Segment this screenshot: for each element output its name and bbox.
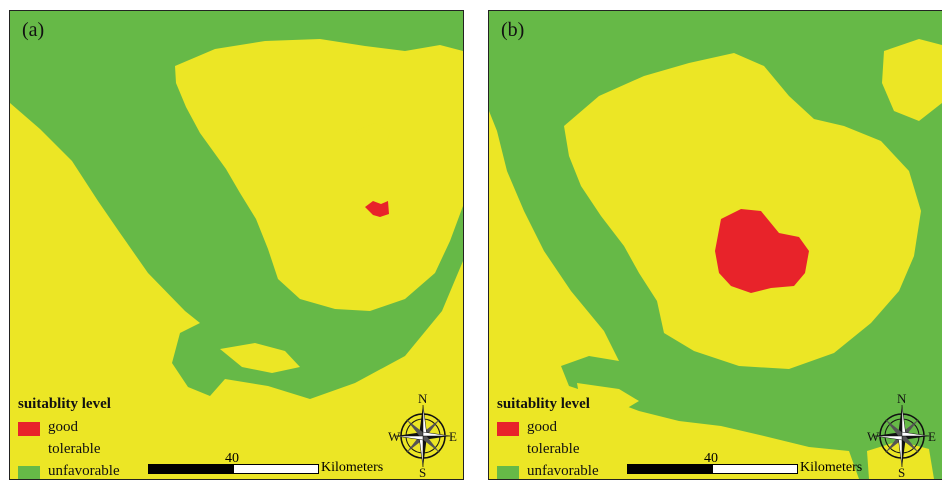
scale-segment-white — [712, 464, 798, 474]
legend-swatch-good — [18, 422, 40, 436]
suitability-map-b — [489, 11, 942, 479]
legend-label: good — [527, 419, 557, 435]
compass-north: N — [418, 391, 428, 406]
good-zone — [715, 209, 809, 293]
legend-title: suitablity level — [497, 396, 590, 412]
map-panel-a: (a) suitablity level good tolerable unfa… — [9, 10, 464, 480]
compass-east: E — [449, 429, 457, 444]
legend-swatch-unfavorable — [18, 466, 40, 479]
scale-value: 40 — [225, 451, 239, 466]
scale-unit: Kilometers — [321, 460, 384, 475]
legend-item-unfavorable: unfavorable — [497, 463, 599, 479]
tolerable-north-patch — [882, 39, 942, 121]
north-arrow-compass: N S W E — [867, 391, 937, 480]
legend-item-tolerable: tolerable — [18, 441, 111, 463]
legend-item-unfavorable: unfavorable — [18, 463, 120, 479]
compass-west: W — [388, 429, 401, 444]
compass-north: N — [897, 391, 907, 406]
legend-swatch-tolerable — [18, 444, 40, 458]
panel-label: (a) — [22, 19, 45, 41]
compass-west: W — [867, 429, 880, 444]
tolerable-southeast-patch — [867, 441, 934, 479]
legend-item-good: good — [18, 419, 111, 441]
scale-unit: Kilometers — [800, 460, 863, 475]
map-panel-b: (b) suitablity level good tolerable unfa… — [488, 10, 942, 480]
panel-label: (b) — [501, 19, 525, 41]
legend: suitablity level good tolerable unfavora… — [18, 396, 120, 479]
legend-swatch-unfavorable — [497, 466, 519, 479]
legend-label: tolerable — [48, 441, 101, 457]
legend-swatch-good — [497, 422, 519, 436]
tolerable-south-strip — [220, 343, 300, 373]
scale-segment-black — [148, 464, 234, 474]
legend-swatch-tolerable — [497, 444, 519, 458]
suitability-map-a — [10, 11, 463, 479]
legend-label: tolerable — [527, 441, 580, 457]
compass-rose-icon — [874, 404, 930, 468]
legend-item-good: good — [497, 419, 590, 441]
north-arrow-compass: N S W E — [388, 391, 458, 480]
compass-south: S — [898, 465, 906, 480]
tolerable-patch — [355, 123, 390, 147]
scale-segment-white — [233, 464, 319, 474]
legend-title: suitablity level — [18, 396, 111, 412]
legend-item-tolerable: tolerable — [497, 441, 590, 463]
tolerable-interior — [175, 39, 463, 311]
scale-bar: 40 Kilometers — [627, 451, 927, 479]
tolerable-south-strip — [577, 383, 639, 413]
compass-east: E — [928, 429, 936, 444]
compass-rose-icon — [395, 404, 451, 468]
legend-label: good — [48, 419, 78, 435]
legend-label: unfavorable — [527, 463, 599, 479]
good-zone — [365, 201, 389, 217]
compass-south: S — [419, 465, 427, 480]
legend-label: unfavorable — [48, 463, 120, 479]
legend: suitablity level good tolerable unfavora… — [497, 396, 599, 479]
scale-bar: 40 Kilometers — [148, 451, 448, 479]
scale-segment-black — [627, 464, 713, 474]
scale-value: 40 — [704, 451, 718, 466]
